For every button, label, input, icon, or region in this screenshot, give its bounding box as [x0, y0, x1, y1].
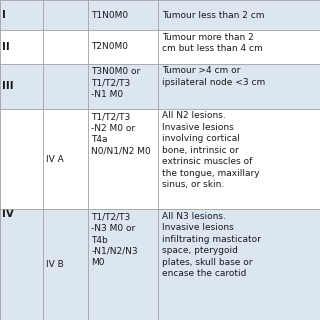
- Bar: [0, 64, 320, 109]
- Text: T1/T2/T3
-N2 M0 or
T4a
N0/N1/N2 M0: T1/T2/T3 -N2 M0 or T4a N0/N1/N2 M0: [91, 112, 151, 156]
- Text: T1N0M0: T1N0M0: [91, 11, 128, 20]
- Text: III: III: [2, 81, 13, 91]
- Bar: [0, 30, 320, 64]
- Text: IV A: IV A: [46, 155, 64, 164]
- Text: Tumour more than 2
cm but less than 4 cm: Tumour more than 2 cm but less than 4 cm: [162, 33, 262, 53]
- Text: Tumour >4 cm or
ipsilateral node <3 cm: Tumour >4 cm or ipsilateral node <3 cm: [162, 66, 265, 87]
- Text: Tumour less than 2 cm: Tumour less than 2 cm: [162, 11, 264, 20]
- Text: T2N0M0: T2N0M0: [91, 43, 128, 52]
- Bar: [0, 109, 320, 209]
- Text: T3N0M0 or
T1/T2/T3
-N1 M0: T3N0M0 or T1/T2/T3 -N1 M0: [91, 67, 140, 99]
- Text: All N2 lesions.
Invasive lesions
involving cortical
bone, intrinsic or
extrinsic: All N2 lesions. Invasive lesions involvi…: [162, 111, 259, 189]
- Bar: [0, 0, 320, 30]
- Text: All N3 lesions.
Invasive lesions
infiltrating masticator
space, pterygoid
plates: All N3 lesions. Invasive lesions infiltr…: [162, 212, 260, 278]
- Text: T1/T2/T3
-N3 M0 or
T4b
-N1/N2/N3
M0: T1/T2/T3 -N3 M0 or T4b -N1/N2/N3 M0: [91, 212, 138, 268]
- Bar: [0, 209, 320, 320]
- Bar: [43, 209, 320, 320]
- Text: I: I: [2, 10, 5, 20]
- Text: IV: IV: [2, 210, 13, 220]
- Text: II: II: [2, 42, 9, 52]
- Text: IV B: IV B: [46, 260, 64, 269]
